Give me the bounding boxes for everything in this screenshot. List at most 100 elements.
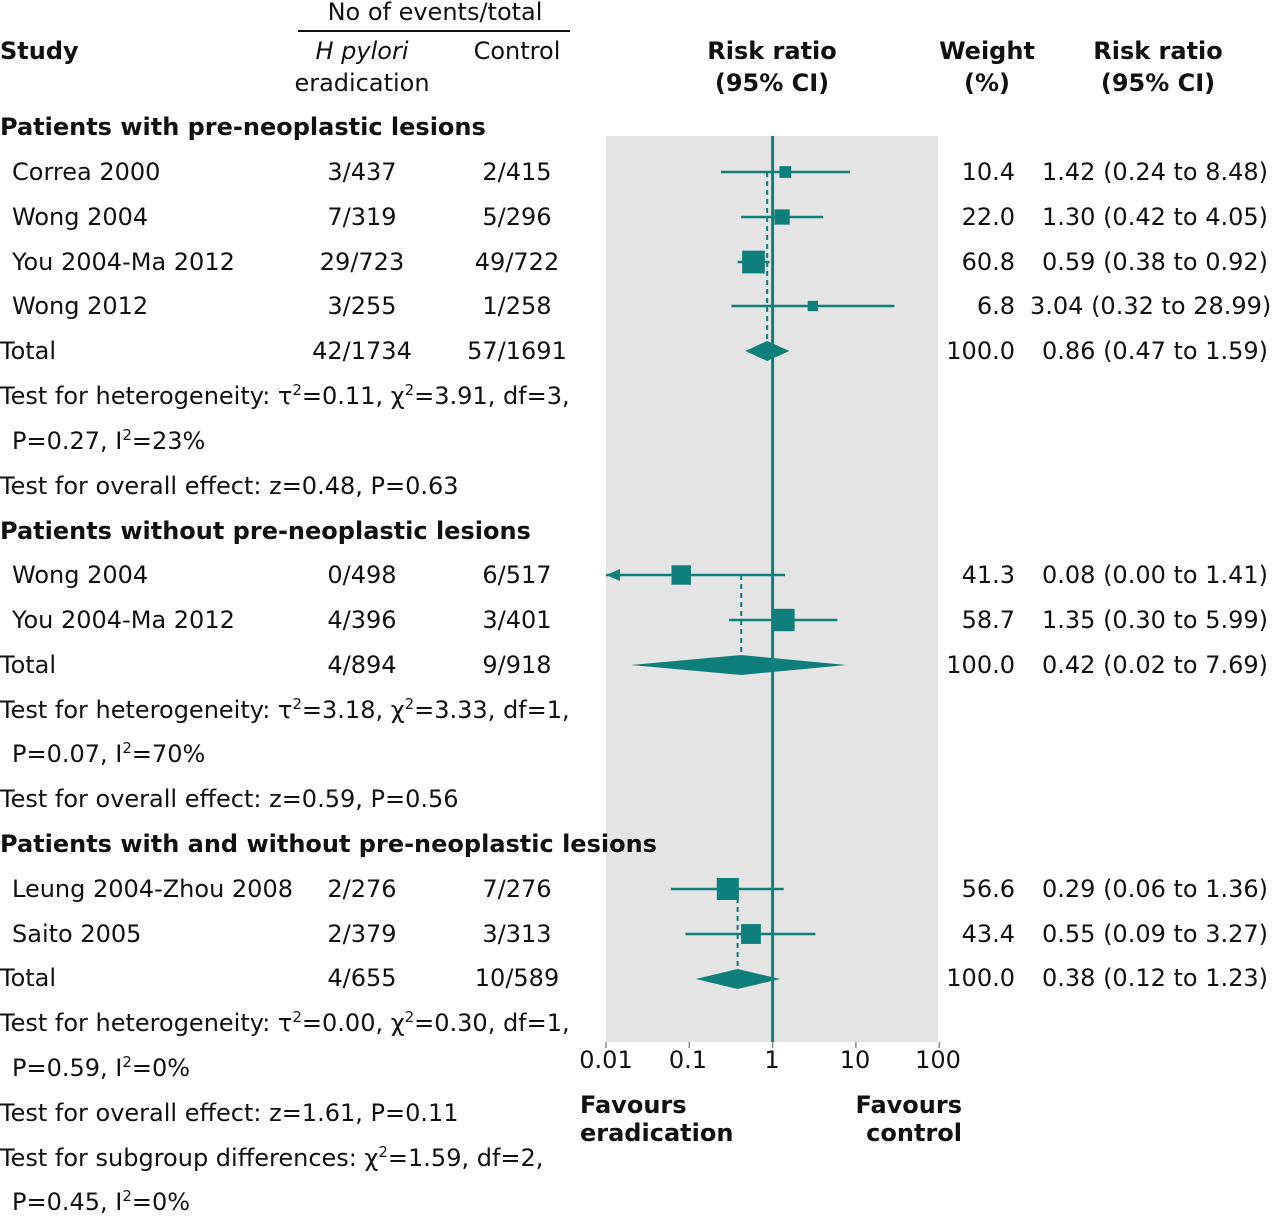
- subgroup-text: Test for subgroup differences: χ: [0, 1144, 379, 1172]
- heterogeneity-text: Test for heterogeneity: τ: [0, 696, 293, 724]
- heterogeneity-text: =70%: [131, 740, 206, 768]
- heterogeneity-test: Test for heterogeneity: τ2=0.00, χ2=0.30…: [0, 1008, 570, 1037]
- treatment-events: 3/255: [327, 292, 397, 320]
- weight-heading-unit: (%): [964, 69, 1010, 97]
- study-estimate-marker: [807, 300, 818, 312]
- treatment-column-heading-line2: eradication: [294, 69, 430, 97]
- study-risk-ratio: 0.55 (0.09 to 3.27): [1042, 920, 1269, 948]
- total-treatment-events: 4/655: [327, 964, 397, 992]
- subgroup-text: =1.59, df=2,: [387, 1144, 544, 1172]
- subgroup-differences-test-cont: P=0.45, I2=0%: [12, 1187, 191, 1216]
- heterogeneity-test-cont: P=0.27, I2=23%: [12, 426, 206, 455]
- treatment-events: 2/379: [327, 920, 397, 948]
- axis-tick-label: 10: [839, 1046, 871, 1074]
- heterogeneity-text: =3.91, df=3,: [414, 382, 570, 410]
- heterogeneity-test: Test for heterogeneity: τ2=3.18, χ2=3.33…: [0, 695, 570, 724]
- study-name: Wong 2004: [12, 561, 149, 589]
- total-control-events: 10/589: [474, 964, 560, 992]
- axis-tick-label: 100: [915, 1046, 961, 1074]
- heterogeneity-test: Test for heterogeneity: τ2=0.11, χ2=3.91…: [0, 381, 570, 410]
- study-risk-ratio: 0.08 (0.00 to 1.41): [1042, 561, 1269, 589]
- control-events: 7/276: [482, 875, 552, 903]
- total-control-events: 57/1691: [467, 337, 567, 365]
- favours-eradication-label-2: eradication: [580, 1119, 734, 1147]
- axis-tick-label: 1: [764, 1046, 780, 1074]
- study-estimate-marker: [742, 250, 765, 274]
- heterogeneity-test-cont: P=0.07, I2=70%: [12, 739, 206, 768]
- study-name: Saito 2005: [12, 920, 142, 948]
- study-name: You 2004-Ma 2012: [12, 248, 235, 276]
- heterogeneity-text: =23%: [131, 427, 206, 455]
- study-name: You 2004-Ma 2012: [12, 606, 235, 634]
- total-label: Total: [0, 964, 57, 992]
- study-estimate-marker: [671, 565, 691, 585]
- treatment-events: 4/396: [327, 606, 397, 634]
- study-weight: 43.4: [961, 920, 1015, 948]
- pooled-estimate-diamond: [745, 341, 790, 361]
- heterogeneity-text: Test for heterogeneity: τ: [0, 382, 293, 410]
- overall-effect-test: Test for overall effect: z=0.48, P=0.63: [0, 472, 459, 500]
- treatment-column-heading: H pylori: [282, 37, 442, 65]
- group-title: Patients with pre-neoplastic lesions: [0, 113, 486, 141]
- overall-effect-test: Test for overall effect: z=1.61, P=0.11: [0, 1099, 459, 1127]
- study-weight: 56.6: [961, 875, 1015, 903]
- heterogeneity-text: =0%: [131, 1054, 191, 1082]
- pooled-estimate-diamond: [631, 655, 847, 675]
- study-weight: 41.3: [961, 561, 1015, 589]
- total-risk-ratio: 0.86 (0.47 to 1.59): [1042, 337, 1269, 365]
- study-weight: 58.7: [961, 606, 1015, 634]
- favours-control-label: Favours: [855, 1091, 962, 1119]
- total-weight: 100.0: [946, 964, 1015, 992]
- study-estimate-marker: [772, 608, 795, 632]
- total-treatment-events: 42/1734: [312, 337, 412, 365]
- risk-ratio-plot-heading-ci: (95% CI): [714, 69, 830, 97]
- study-name: Leung 2004-Zhou 2008: [12, 875, 293, 903]
- study-estimate-marker: [716, 877, 739, 901]
- heterogeneity-text: =0.11, χ: [301, 382, 405, 410]
- axis-tick-label: 0.1: [668, 1046, 708, 1074]
- subgroup-text: P=0.45, I: [12, 1188, 123, 1216]
- risk-ratio-text-heading-ci: (95% CI): [1100, 69, 1216, 97]
- treatment-heading-line1: H pylori: [315, 37, 409, 65]
- control-events: 5/296: [482, 203, 552, 231]
- treatment-events: 3/437: [327, 158, 397, 186]
- total-weight: 100.0: [946, 651, 1015, 679]
- overall-effect-test: Test for overall effect: z=0.59, P=0.56: [0, 785, 459, 813]
- subgroup-differences-test: Test for subgroup differences: χ2=1.59, …: [0, 1143, 544, 1172]
- study-name: Wong 2012: [12, 292, 149, 320]
- group-title: Patients without pre-neoplastic lesions: [0, 517, 531, 545]
- total-control-events: 9/918: [482, 651, 552, 679]
- treatment-events: 0/498: [327, 561, 397, 589]
- heterogeneity-text: =3.18, χ: [301, 696, 405, 724]
- risk-ratio-plot-heading: Risk ratio: [707, 37, 837, 65]
- total-risk-ratio: 0.38 (0.12 to 1.23): [1042, 964, 1269, 992]
- study-name: Wong 2004: [12, 203, 149, 231]
- treatment-events: 7/319: [327, 203, 397, 231]
- heterogeneity-text: =3.33, df=1,: [414, 696, 570, 724]
- axis-tick-label: 0.01: [579, 1046, 633, 1074]
- study-risk-ratio: 1.35 (0.30 to 5.99): [1042, 606, 1269, 634]
- control-events: 49/722: [474, 248, 560, 276]
- study-weight: 60.8: [961, 248, 1015, 276]
- treatment-events: 2/276: [327, 875, 397, 903]
- study-risk-ratio: 1.42 (0.24 to 8.48): [1042, 158, 1269, 186]
- study-estimate-marker: [779, 166, 792, 178]
- total-treatment-events: 4/894: [327, 651, 397, 679]
- study-risk-ratio: 0.59 (0.38 to 0.92): [1042, 248, 1269, 276]
- control-events: 3/313: [482, 920, 552, 948]
- total-label: Total: [0, 337, 57, 365]
- heterogeneity-text: =0.30, df=1,: [414, 1009, 570, 1037]
- pooled-estimate-diamond: [695, 969, 781, 989]
- control-events: 6/517: [482, 561, 552, 589]
- heterogeneity-text: P=0.27, I: [12, 427, 123, 455]
- total-risk-ratio: 0.42 (0.02 to 7.69): [1042, 651, 1269, 679]
- events-group-heading: No of events/total: [327, 0, 543, 26]
- control-events: 3/401: [482, 606, 552, 634]
- group-title: Patients with and without pre-neoplastic…: [0, 830, 657, 858]
- study-risk-ratio: 1.30 (0.42 to 4.05): [1042, 203, 1269, 231]
- control-events: 2/415: [482, 158, 552, 186]
- total-label: Total: [0, 651, 57, 679]
- study-weight: 6.8: [976, 292, 1015, 320]
- study-weight: 10.4: [961, 158, 1015, 186]
